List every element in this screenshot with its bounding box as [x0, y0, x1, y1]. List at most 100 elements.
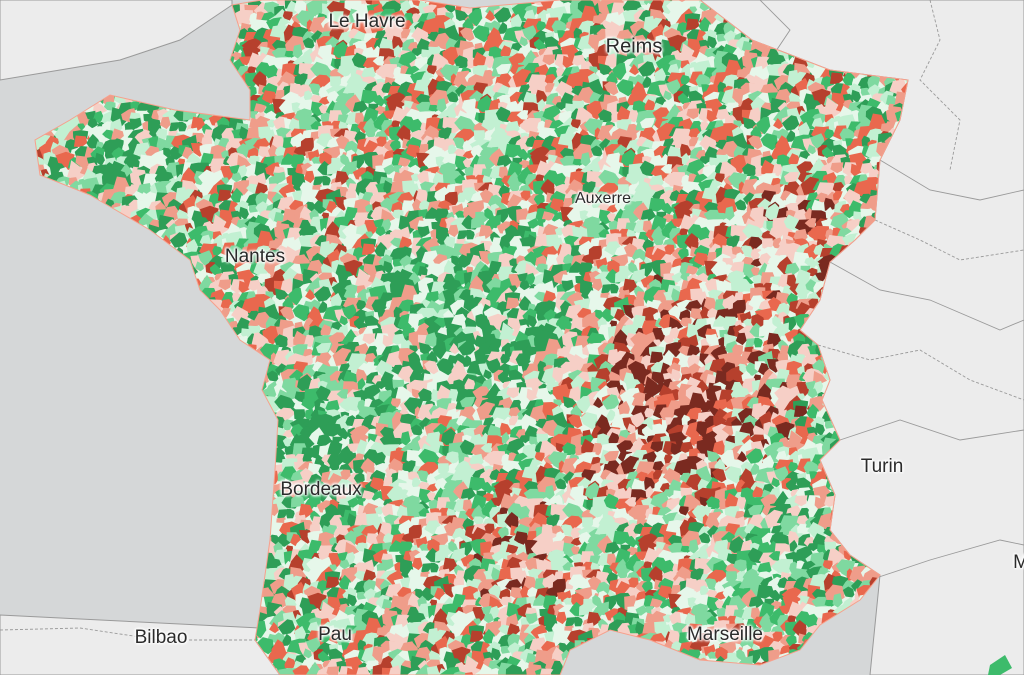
commune-cell[interactable] [735, 36, 750, 52]
commune-cell[interactable] [685, 18, 700, 31]
commune-cell[interactable] [523, 117, 542, 133]
commune-cell[interactable] [495, 106, 512, 123]
commune-cell[interactable] [821, 146, 836, 159]
commune-cell[interactable] [677, 92, 692, 105]
commune-cell[interactable] [354, 130, 366, 145]
commune-cell[interactable] [351, 52, 368, 69]
commune-cell[interactable] [93, 100, 108, 115]
commune-cell[interactable] [781, 115, 800, 131]
commune-cell[interactable] [640, 117, 656, 130]
commune-cell[interactable] [642, 75, 652, 88]
commune-cell[interactable] [807, 144, 816, 155]
commune-cell[interactable] [209, 144, 227, 163]
commune-cell[interactable] [519, 36, 528, 47]
commune-cell[interactable] [129, 158, 142, 172]
commune-cell[interactable] [87, 118, 99, 129]
commune-cell[interactable] [829, 72, 844, 85]
commune-cell[interactable] [447, 55, 458, 66]
commune-cell[interactable] [148, 136, 159, 149]
commune-cell[interactable] [468, 8, 483, 27]
commune-cell[interactable] [536, 89, 549, 103]
commune-cell[interactable] [401, 28, 411, 39]
commune-cell[interactable] [760, 133, 779, 151]
commune-cell[interactable] [200, 152, 214, 165]
commune-cell[interactable] [365, 129, 376, 138]
commune-cell[interactable] [389, 139, 401, 152]
commune-cell[interactable] [512, 68, 531, 87]
commune-cell[interactable] [470, 144, 485, 161]
commune-cell[interactable] [604, 53, 620, 69]
commune-cell[interactable] [409, 118, 425, 136]
commune-cell[interactable] [516, 148, 529, 161]
commune-cell[interactable] [109, 118, 123, 133]
commune-cell[interactable] [278, 97, 298, 117]
commune-cell[interactable] [545, 82, 555, 93]
commune-cell[interactable] [102, 129, 114, 141]
commune-cell[interactable] [382, 110, 395, 120]
commune-cell[interactable] [686, 108, 700, 120]
commune-cell[interactable] [516, 110, 529, 120]
commune-cell[interactable] [410, 48, 424, 57]
commune-cell[interactable] [824, 128, 835, 139]
commune-cell[interactable] [617, 105, 632, 121]
commune-cell[interactable] [397, 157, 411, 168]
commune-cell[interactable] [741, 41, 754, 55]
commune-cell[interactable] [879, 90, 894, 106]
commune-cell[interactable] [237, 154, 252, 169]
commune-cell[interactable] [732, 88, 751, 105]
commune-cell[interactable] [533, 38, 548, 51]
commune-cell[interactable] [302, 37, 315, 49]
commune-cell[interactable] [810, 133, 825, 149]
commune-cell[interactable] [372, 56, 385, 66]
commune-cell[interactable] [680, 143, 693, 157]
commune-cell[interactable] [839, 128, 856, 142]
commune-cell[interactable] [252, 71, 267, 89]
commune-cell[interactable] [823, 97, 843, 117]
commune-cell[interactable] [253, 103, 267, 114]
commune-cell[interactable] [629, 64, 639, 76]
commune-cell[interactable] [481, 118, 496, 132]
commune-cell[interactable] [637, 61, 656, 77]
commune-cell[interactable] [372, 94, 385, 107]
commune-cell[interactable] [363, 107, 379, 126]
commune-cell[interactable] [698, 156, 712, 165]
commune-cell[interactable] [604, 12, 620, 25]
commune-cell[interactable] [111, 138, 125, 153]
commune-cell[interactable] [436, 98, 447, 113]
commune-cell[interactable] [688, 128, 701, 140]
commune-cell[interactable] [496, 154, 512, 169]
commune-cell[interactable] [544, 74, 557, 86]
commune-cell[interactable] [493, 7, 512, 23]
commune-cell[interactable] [391, 1, 401, 14]
commune-cell[interactable] [129, 117, 142, 129]
commune-cell[interactable] [169, 122, 179, 134]
commune-cell[interactable] [842, 70, 856, 86]
commune-cell[interactable] [400, 20, 413, 32]
commune-cell[interactable] [496, 63, 512, 76]
commune-cell[interactable] [379, 63, 398, 79]
commune-cell[interactable] [460, 27, 475, 42]
commune-cell[interactable] [522, 25, 537, 41]
commune-cell[interactable] [885, 95, 898, 109]
commune-cell[interactable] [238, 56, 251, 66]
commune-cell[interactable] [605, 152, 624, 168]
commune-cell[interactable] [485, 10, 495, 22]
commune-cell[interactable] [680, 74, 691, 85]
commune-cell[interactable] [322, 146, 341, 162]
commune-cell[interactable] [773, 118, 783, 130]
commune-cell[interactable] [500, 45, 513, 57]
commune-cell[interactable] [73, 135, 88, 148]
commune-cell[interactable] [422, 151, 442, 171]
commune-cell[interactable] [695, 74, 712, 88]
commune-cell[interactable] [295, 10, 316, 29]
commune-cell[interactable] [612, 62, 627, 81]
commune-cell[interactable] [340, 153, 351, 166]
commune-cell[interactable] [123, 153, 138, 169]
commune-cell[interactable] [536, 20, 547, 31]
commune-cell[interactable] [368, 14, 387, 34]
commune-cell[interactable] [111, 128, 124, 141]
commune-cell[interactable] [452, 137, 466, 150]
commune-cell[interactable] [396, 125, 411, 143]
